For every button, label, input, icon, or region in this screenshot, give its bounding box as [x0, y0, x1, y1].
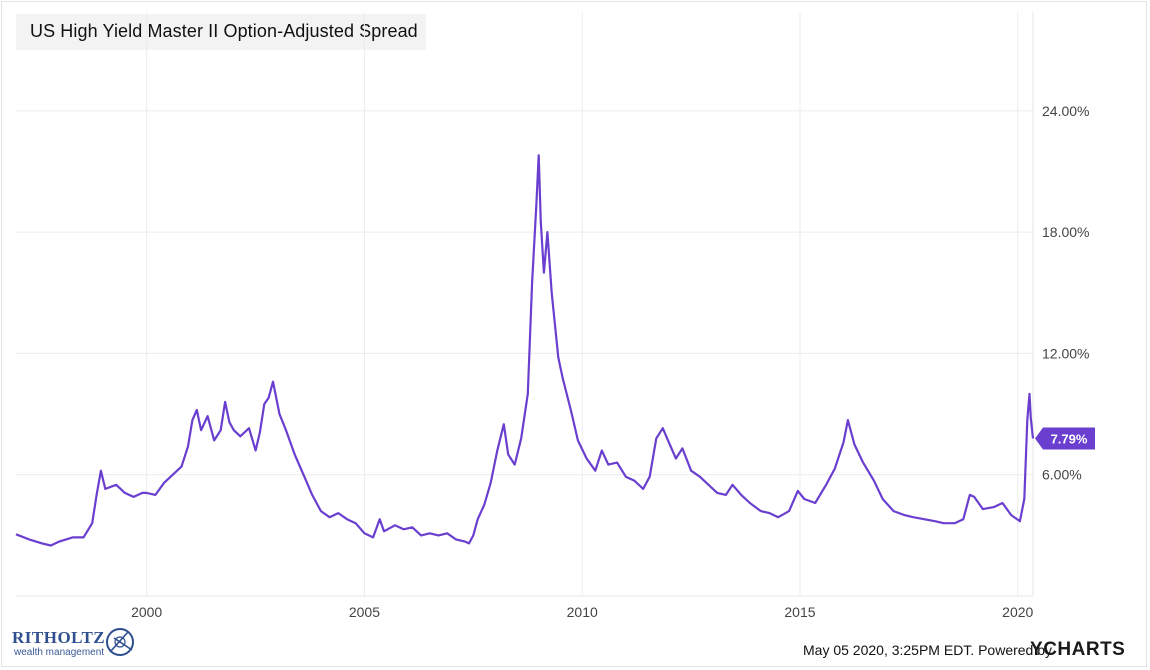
ycharts-logo: YCHARTS — [1030, 639, 1125, 661]
series-layer — [15, 154, 1035, 547]
x-tick-label: 2020 — [1002, 604, 1033, 620]
x-tick-label: 2010 — [567, 604, 598, 620]
y-tick-label: 24.00% — [1042, 103, 1089, 119]
y-tick-label: 12.00% — [1042, 345, 1089, 361]
series-line — [15, 154, 1035, 547]
x-tick-label: 2015 — [784, 604, 815, 620]
chart-title: US High Yield Master II Option-Adjusted … — [30, 21, 418, 41]
y-tick-label: 18.00% — [1042, 224, 1089, 240]
last-value-marker: 7.79% — [1035, 427, 1095, 450]
last-value-badge — [1035, 427, 1095, 450]
brand-emblem-icon — [106, 628, 134, 656]
title-panel: US High Yield Master II Option-Adjusted … — [16, 14, 426, 50]
line-chart: 6.00% 12.00% 18.00% 24.00% 2000 2005 2010 2015 2… — [15, 12, 1095, 620]
ycharts-logo-text: CHARTS — [1043, 639, 1126, 660]
ycharts-y-icon: Y — [1030, 639, 1044, 660]
y-tick-label: 6.00% — [1042, 467, 1082, 483]
x-tick-label: 2000 — [131, 604, 162, 620]
x-tick-label: 2005 — [349, 604, 380, 620]
footer-timestamp: May 05 2020, 3:25PM EDT. Powered by — [803, 642, 1053, 658]
last-value-label: 7.79% — [1051, 432, 1088, 447]
ritholtz-logo: RITHOLTZ wealth management — [12, 624, 142, 664]
gridlines — [16, 12, 1034, 597]
brand-subtitle: wealth management — [14, 647, 105, 658]
axis-ticks: 6.00% 12.00% 18.00% 24.00% 2000 2005 2010 2015 2… — [131, 103, 1089, 620]
brand-name: RITHOLTZ — [12, 628, 106, 647]
